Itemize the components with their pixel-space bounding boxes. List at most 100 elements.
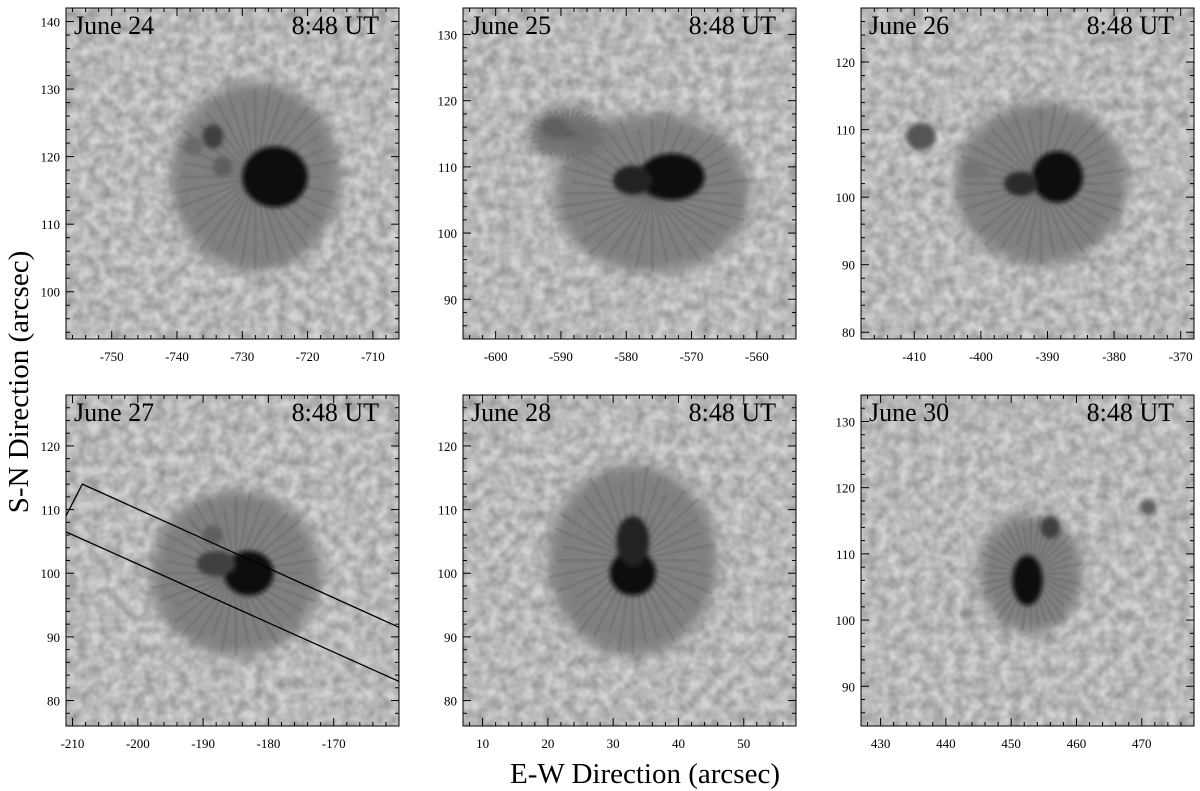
- y-tick-label: 130: [836, 414, 856, 429]
- y-tick-label: 120: [438, 439, 458, 454]
- y-tick-label: 110: [836, 123, 855, 138]
- y-tick-label: 80: [47, 694, 60, 709]
- y-tick-label: 120: [41, 150, 61, 165]
- x-tick-label: 450: [1001, 736, 1021, 751]
- x-tick-label: -210: [61, 736, 85, 751]
- pore: [906, 122, 936, 150]
- umbra: [1012, 555, 1043, 606]
- panel-date: June 24: [74, 11, 154, 40]
- y-tick-label: 140: [41, 15, 61, 30]
- umbra: [609, 550, 656, 596]
- y-tick-label: 120: [836, 481, 856, 496]
- y-tick-label: 130: [41, 82, 61, 97]
- sunspot-image: [66, 8, 399, 339]
- y-tick-label: 80: [842, 325, 855, 340]
- x-tick-label: -410: [902, 349, 926, 364]
- slit-box: [66, 483, 399, 683]
- x-tick-label: 50: [737, 736, 750, 751]
- pore: [183, 137, 204, 156]
- x-tick-label: -750: [100, 349, 124, 364]
- panel-time: 8:48 UT: [1087, 398, 1175, 427]
- y-tick-label: 110: [41, 503, 60, 518]
- pore: [1140, 499, 1157, 516]
- panel-time: 8:48 UT: [1087, 11, 1175, 40]
- y-tick-label: 90: [842, 258, 855, 273]
- y-tick-label: 100: [438, 226, 458, 241]
- panel-4: -210 -200 -190 -180 -170 80 90 100 110 120 June 27…: [41, 394, 400, 751]
- umbra: [1004, 171, 1038, 196]
- y-tick-label: 100: [438, 566, 458, 581]
- pore: [960, 608, 971, 619]
- umbra: [1040, 516, 1061, 539]
- sunspot-image: [861, 395, 1194, 726]
- y-tick-label: 100: [41, 566, 61, 581]
- sunspot-image: [463, 8, 796, 339]
- x-tick-label: 460: [1067, 736, 1087, 751]
- panel-2: -600 -590 -580 -570 -560 90 100 110 120 130 June 2…: [438, 7, 797, 364]
- panel-6: 430 440 450 460 470 90 100 110 120 130 June 30 8:48…: [836, 394, 1195, 751]
- panel-frame: [462, 7, 797, 340]
- sunspot-image: [66, 395, 399, 726]
- pore: [212, 156, 233, 177]
- x-tick-label: -170: [322, 736, 346, 751]
- y-tick-label: 120: [438, 94, 458, 109]
- panel-date: June 25: [471, 11, 551, 40]
- x-tick-label: 30: [607, 736, 620, 751]
- pore: [202, 124, 224, 149]
- panel-time: 8:48 UT: [689, 11, 777, 40]
- y-axis-title: S-N Direction (arcsec): [3, 251, 35, 514]
- umbra: [613, 165, 653, 195]
- panel-time: 8:48 UT: [292, 11, 380, 40]
- umbra: [616, 515, 650, 567]
- y-tick-label: 110: [41, 217, 60, 232]
- x-tick-label: -730: [230, 349, 254, 364]
- y-tick-label: 90: [444, 292, 457, 307]
- x-tick-label: -190: [191, 736, 215, 751]
- pore: [960, 161, 988, 179]
- x-tick-label: -570: [680, 349, 704, 364]
- x-tick-label: -400: [969, 349, 993, 364]
- panel-frame: [65, 7, 400, 340]
- y-tick-label: 120: [41, 439, 61, 454]
- x-tick-label: -560: [745, 349, 769, 364]
- x-tick-label: 20: [541, 736, 554, 751]
- y-tick-label: 110: [836, 547, 855, 562]
- panel-date: June 30: [869, 398, 949, 427]
- panel-time: 8:48 UT: [292, 398, 380, 427]
- x-tick-label: -740: [165, 349, 189, 364]
- panel-5: 10 20 30 40 50 80 90 100 110 120 June 28 8:48 UT: [438, 394, 797, 751]
- x-axis-title: E-W Direction (arcsec): [510, 758, 780, 790]
- x-tick-label: -580: [614, 349, 638, 364]
- x-tick-label: -370: [1169, 349, 1193, 364]
- panel-frame: [860, 7, 1195, 340]
- panel-date: June 28: [471, 398, 551, 427]
- x-tick-label: -710: [361, 349, 385, 364]
- x-tick-label: -720: [296, 349, 320, 364]
- panel-date: June 27: [74, 398, 154, 427]
- y-tick-label: 90: [842, 679, 855, 694]
- y-tick-label: 90: [47, 630, 60, 645]
- y-tick-label: 100: [41, 285, 61, 300]
- umbra: [639, 153, 705, 200]
- x-tick-label: -600: [484, 349, 508, 364]
- panel-3: -410 -400 -390 -380 -370 80 90 100 110 120 June 26…: [836, 7, 1195, 364]
- x-tick-label: -180: [256, 736, 280, 751]
- y-tick-label: 80: [444, 694, 457, 709]
- umbra: [224, 550, 274, 596]
- sunspot-image: [463, 395, 796, 726]
- x-tick-label: 40: [672, 736, 685, 751]
- panel-date: June 26: [869, 11, 949, 40]
- y-tick-label: 110: [438, 160, 457, 175]
- umbra: [1032, 151, 1083, 203]
- penumbra: [528, 107, 607, 161]
- y-tick-label: 100: [836, 613, 856, 628]
- panel-time: 8:48 UT: [689, 398, 777, 427]
- x-tick-label: -200: [126, 736, 150, 751]
- x-tick-label: -380: [1102, 349, 1126, 364]
- x-tick-label: 430: [871, 736, 891, 751]
- panel-frame: [860, 394, 1195, 727]
- y-tick-label: 100: [836, 190, 856, 205]
- umbra: [196, 550, 236, 577]
- sunspot-image: [861, 8, 1194, 339]
